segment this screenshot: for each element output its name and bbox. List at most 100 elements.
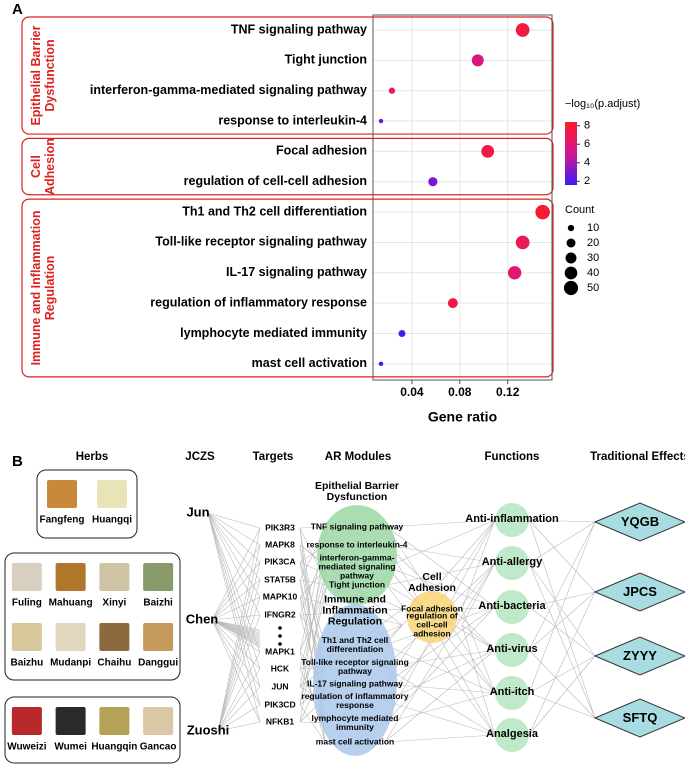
herb-box [4,696,181,764]
function-node [495,633,529,667]
herb-name: Huangqin [91,742,137,753]
herb-name: Wumei [54,742,87,753]
edge [207,512,261,653]
module-item: interferon-gamma-mediated signaling path… [318,552,396,581]
herb-name: Huangqi [92,515,132,526]
dot [428,177,438,187]
effect-label: JPCS [623,584,657,600]
edge [211,579,261,621]
dot [515,23,530,37]
size-key [566,238,576,248]
dot [507,266,522,280]
herb-image [47,480,77,508]
edge [528,521,596,564]
edge [384,649,496,702]
edge [528,519,596,593]
effect-node [593,572,685,612]
y-tick-label: response to interleukin-4 [218,113,367,127]
edge [211,561,261,621]
jczs-node: Chen [186,611,219,626]
module-title: Immune and Inflammation Regulation [322,593,388,628]
edge [384,683,496,694]
edge [217,721,261,732]
edge [528,519,596,523]
edge [386,562,496,586]
edge [207,512,261,529]
edge [211,619,261,723]
module-item: Toll-like receptor signaling pathway [301,657,409,676]
column-header: Traditional Effects [590,451,685,463]
effect-node [593,698,685,738]
edge [384,649,496,668]
edge [207,512,261,546]
function-node [495,503,529,537]
effect-label: ZYYY [623,648,657,664]
module-title: Epithelial Barrier Dysfunction [314,479,400,503]
dot [378,361,384,367]
edge [528,606,596,657]
dot [378,118,384,124]
function-label: Anti-virus [486,643,538,656]
herb-name: Danggui [138,658,178,669]
edge [299,566,328,723]
function-label: Analgesia [486,728,538,741]
column-header: JCZS [185,451,215,463]
effect-label: YQGB [620,514,660,530]
herb-image [55,623,86,651]
column-header: Functions [485,451,540,463]
module-ellipse [313,604,397,756]
y-tick-label: Tight junction [285,53,367,67]
herb-image [99,623,130,651]
y-tick-label: regulation of cell-cell adhesion [184,174,367,188]
herb-image [99,563,130,591]
size-key [565,252,577,264]
herb-name: Xinyi [102,598,126,609]
edge [528,591,596,608]
size-label: 30 [587,252,599,264]
colorbar-label: 6 [584,138,590,150]
edge [211,544,261,621]
group-label-line: Regulation [43,256,57,321]
group-label-line: Adhesion [43,138,57,195]
plot-frame [372,14,553,381]
herb-name: Fangfeng [40,515,85,526]
target-node: PIK3CD [264,699,295,709]
edge [461,562,496,626]
function-node [495,718,529,752]
edge [207,512,261,706]
edge [299,704,326,743]
size-key [567,224,575,232]
edge [217,544,261,732]
edge [528,655,596,694]
effect-node [593,502,685,542]
herb-image [11,623,42,651]
edge [386,519,496,568]
herb-image [55,563,86,591]
edge [384,606,496,724]
y-tick-label: IL-17 signaling pathway [226,265,367,279]
edge [207,512,261,563]
edge [528,562,596,657]
function-label: Anti-allergy [481,556,543,569]
edge [528,519,596,719]
edge [211,527,261,621]
edge [211,619,261,653]
herb-image [143,623,174,651]
module-item: response to interleukin-4 [306,539,408,550]
size-legend-title: Count [565,204,594,216]
edge [211,596,261,621]
edge [386,566,496,608]
edge [217,651,261,732]
colorbar-label: 2 [584,175,590,187]
size-label: 50 [587,282,599,294]
edge [461,608,496,694]
edge [386,544,496,564]
edge [207,512,261,688]
herb-name: Gancao [140,742,177,753]
column-header: Herbs [76,451,109,463]
herb-image [97,480,127,508]
jczs-node: Jun [186,504,209,519]
ellipsis-dot [278,634,282,638]
y-tick-label: interferon-gamma-mediated signaling path… [90,83,367,97]
dot [515,235,530,250]
